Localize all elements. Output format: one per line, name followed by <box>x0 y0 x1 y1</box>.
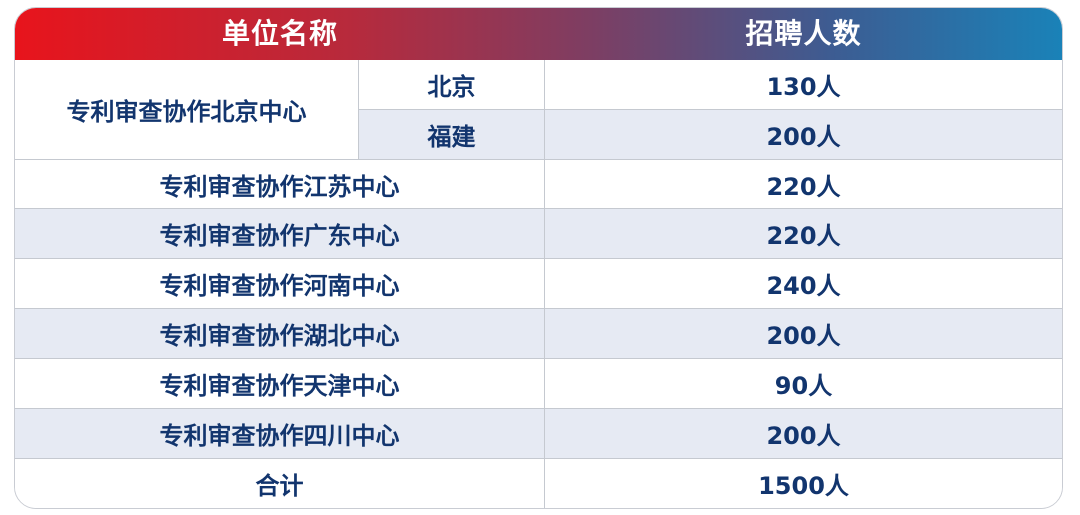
recruitment-table: 单位名称 招聘人数 专利审查协作北京中心 北京 130人 福建 200人 专利审… <box>14 7 1063 509</box>
beijing-center-name: 专利审查协作北京中心 <box>15 60 359 160</box>
count-fujian: 200人 <box>545 110 1062 160</box>
row-count-guangdong: 220人 <box>545 209 1062 259</box>
sub-location-fujian: 福建 <box>359 110 545 160</box>
table-header: 单位名称 招聘人数 <box>15 8 1062 60</box>
row-name-sichuan: 专利审查协作四川中心 <box>15 409 545 459</box>
row-name-henan: 专利审查协作河南中心 <box>15 259 545 309</box>
total-label: 合计 <box>15 459 545 508</box>
sub-location-beijing: 北京 <box>359 60 545 110</box>
row-count-henan: 240人 <box>545 259 1062 309</box>
header-unit-name: 单位名称 <box>221 17 338 50</box>
row-name-tianjin: 专利审查协作天津中心 <box>15 359 545 409</box>
total-count: 1500人 <box>545 459 1062 508</box>
count-beijing: 130人 <box>545 60 1062 110</box>
row-name-guangdong: 专利审查协作广东中心 <box>15 209 545 259</box>
row-count-tianjin: 90人 <box>545 359 1062 409</box>
header-recruit-count: 招聘人数 <box>745 17 862 50</box>
row-count-hubei: 200人 <box>545 309 1062 359</box>
row-count-sichuan: 200人 <box>545 409 1062 459</box>
row-name-hubei: 专利审查协作湖北中心 <box>15 309 545 359</box>
row-count-jiangsu: 220人 <box>545 160 1062 209</box>
row-name-jiangsu: 专利审查协作江苏中心 <box>15 160 545 209</box>
